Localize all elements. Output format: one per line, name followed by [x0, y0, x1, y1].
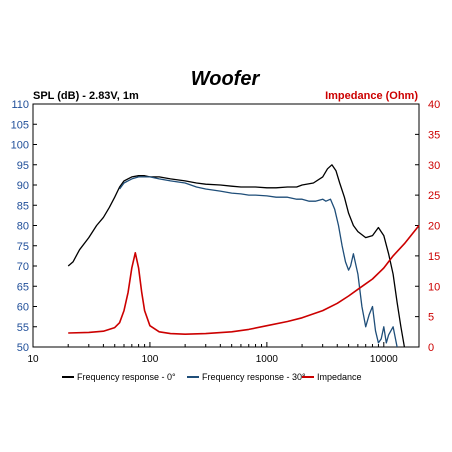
legend: Frequency response - 0° Frequency respons…	[62, 372, 362, 382]
y-tick-label: 110	[11, 99, 29, 111]
x-tick-label: 10000	[370, 354, 398, 365]
x-tick-label: 10	[27, 354, 39, 365]
y-tick-label: 55	[17, 322, 29, 334]
y2-tick-label: 0	[428, 342, 434, 354]
y-tick-label: 85	[17, 200, 29, 212]
y-tick-label: 70	[17, 261, 29, 273]
y2-tick-label: 25	[428, 190, 440, 202]
y-tick-label: 95	[17, 160, 29, 172]
y-tick-label: 105	[11, 119, 29, 131]
y-tick-label: 50	[17, 342, 29, 354]
y-tick-label: 90	[17, 180, 29, 192]
y2-tick-label: 15	[428, 251, 440, 263]
y2-tick-label: 20	[428, 221, 440, 233]
x-tick-label: 1000	[256, 354, 279, 365]
series-layer	[67, 164, 420, 348]
y2-tick-label: 35	[428, 129, 440, 141]
series-line-3	[68, 224, 420, 336]
legend-label: Frequency response - 0°	[77, 372, 176, 382]
y-axis-label: SPL (dB) - 2.83V, 1m	[33, 90, 139, 102]
y2-tick-label: 5	[428, 312, 434, 324]
y-tick-label: 75	[17, 241, 29, 253]
y2-tick-label: 40	[428, 99, 440, 111]
series-line-1	[67, 164, 406, 348]
chart-title: Woofer	[191, 68, 261, 90]
y-tick-label: 60	[17, 302, 29, 314]
y2-tick-label: 30	[428, 160, 440, 172]
y-tick-label: 65	[17, 281, 29, 293]
legend-label: Impedance	[317, 372, 362, 382]
ticks-layer: 50 55 60 65 70 75 80 85 90 95 100 105 110 0 5 10 15 20 25 3…	[11, 99, 441, 365]
y2-tick-label: 10	[428, 281, 440, 293]
y-tick-label: 100	[11, 140, 29, 152]
legend-label: Frequency response - 30°	[202, 372, 306, 382]
series-line-2	[119, 176, 398, 348]
x-tick-label: 100	[142, 354, 159, 365]
y2-axis-label: Impedance (Ohm)	[325, 90, 418, 102]
plot-area-frame	[32, 103, 420, 348]
y-tick-label: 80	[17, 221, 29, 233]
